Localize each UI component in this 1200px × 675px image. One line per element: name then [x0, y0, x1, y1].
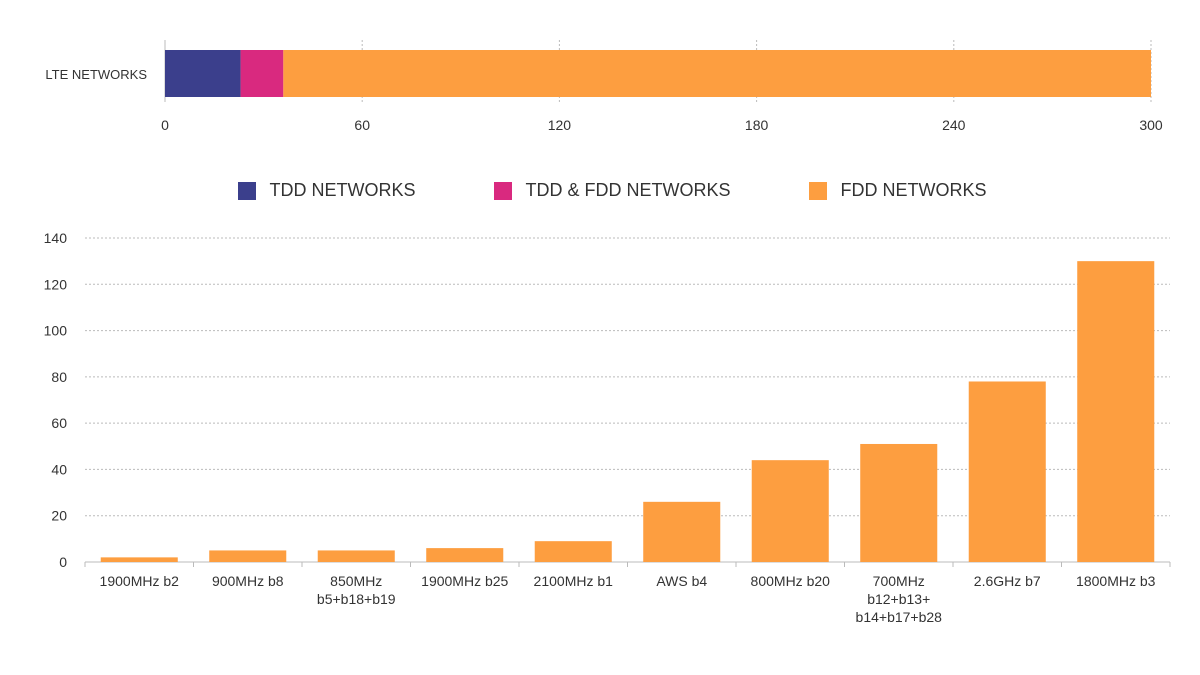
x-tick-label: 0: [161, 117, 169, 133]
bar: [534, 541, 612, 562]
y-tick-label: 100: [44, 323, 68, 339]
bar-segment: [240, 50, 284, 97]
legend-swatch: [237, 181, 256, 200]
legend-swatch: [493, 181, 512, 200]
legend-item: FDD NETWORKS: [808, 180, 987, 201]
y-tick-label: 0: [59, 554, 67, 570]
legend-label: TDD & FDD NETWORKS: [525, 180, 731, 200]
y-tick-label: 60: [51, 415, 67, 431]
x-tick-label: AWS b4: [656, 573, 707, 589]
x-tick-label: 1900MHz b2: [100, 573, 180, 589]
x-tick-label: b14+b17+b28: [856, 609, 943, 625]
x-tick-label: 240: [942, 117, 966, 133]
y-tick-label: 140: [44, 230, 68, 246]
y-tick-label: 40: [51, 461, 67, 477]
x-tick-label: 2100MHz b1: [534, 573, 614, 589]
x-tick-label: b12+b13+: [867, 591, 930, 607]
bar: [100, 557, 178, 562]
legend-swatch: [808, 181, 827, 200]
bar: [317, 550, 395, 562]
bar: [860, 443, 938, 562]
x-tick-label: 120: [548, 117, 572, 133]
legend-item: TDD NETWORKS: [237, 180, 416, 201]
x-tick-label: 1900MHz b25: [421, 573, 508, 589]
bar: [643, 501, 721, 562]
x-tick-label: 300: [1139, 117, 1163, 133]
y-tick-label: 20: [51, 508, 67, 524]
legend-item: TDD & FDD NETWORKS: [493, 180, 731, 201]
bar: [968, 381, 1046, 562]
x-tick-label: 700MHz: [873, 573, 925, 589]
x-tick-label: 800MHz b20: [751, 573, 831, 589]
y-tick-label: 80: [51, 369, 67, 385]
x-tick-label: 180: [745, 117, 769, 133]
y-tick-label: 120: [44, 276, 68, 292]
legend-label: TDD NETWORKS: [269, 180, 416, 200]
x-tick-label: b5+b18+b19: [317, 591, 396, 607]
legend: TDD NETWORKS TDD & FDD NETWORKS FDD NETWOR…: [0, 180, 1200, 201]
bar: [209, 550, 287, 562]
bar-segment: [165, 50, 241, 97]
x-tick-label: 1800MHz b3: [1076, 573, 1156, 589]
x-tick-label: 850MHz: [330, 573, 382, 589]
x-tick-label: 2.6GHz b7: [974, 573, 1041, 589]
bar: [1077, 261, 1155, 562]
x-tick-label: 60: [354, 117, 370, 133]
legend-label: FDD NETWORKS: [840, 180, 987, 200]
category-label: LTE NETWORKS: [45, 67, 147, 82]
bar: [751, 460, 829, 562]
bar: [426, 548, 504, 562]
bar-segment: [283, 50, 1151, 97]
x-tick-label: 900MHz b8: [212, 573, 284, 589]
